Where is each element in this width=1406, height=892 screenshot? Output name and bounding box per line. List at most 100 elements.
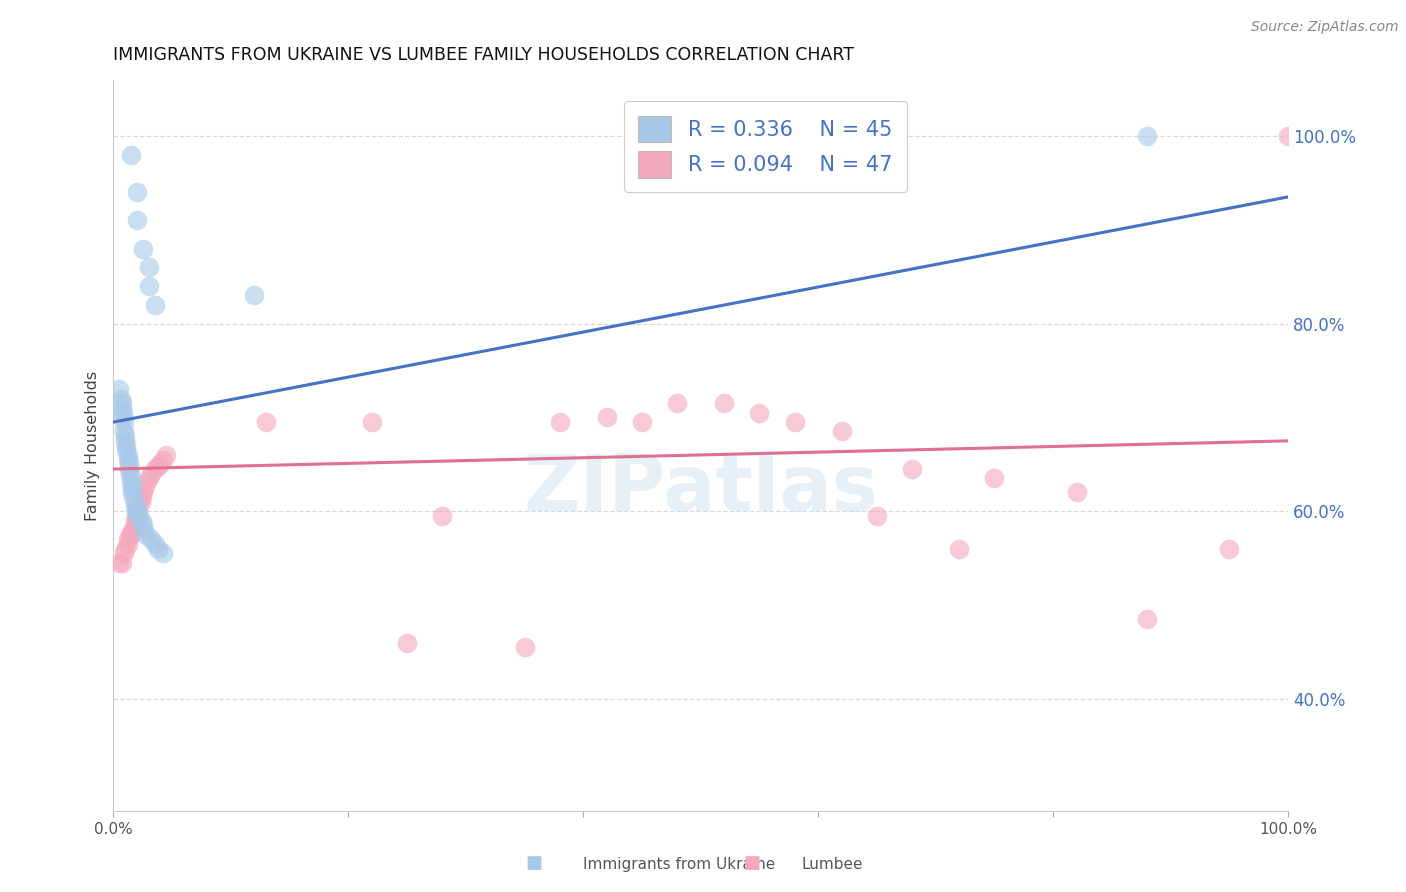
Text: ■: ■: [526, 855, 543, 872]
Point: [124, 500, 146, 514]
Point: [118, 467, 141, 481]
Point: [901, 462, 924, 476]
Point: [254, 415, 277, 429]
Point: [111, 396, 134, 410]
Point: [139, 533, 162, 547]
Point: [1218, 541, 1240, 556]
Point: [120, 527, 142, 541]
Point: [548, 415, 571, 429]
Text: Lumbee: Lumbee: [801, 857, 863, 872]
Point: [121, 523, 143, 537]
Point: [117, 448, 139, 462]
Y-axis label: Family Households: Family Households: [86, 370, 100, 521]
Point: [513, 640, 536, 655]
Text: Immigrants from Ukraine: Immigrants from Ukraine: [583, 857, 776, 872]
Point: [146, 459, 169, 474]
Point: [132, 523, 155, 537]
Point: [152, 452, 174, 467]
Point: [127, 508, 149, 523]
Point: [983, 471, 1005, 485]
Point: [132, 485, 155, 500]
Point: [128, 508, 150, 523]
Point: [143, 298, 166, 312]
Point: [111, 406, 134, 420]
Point: [396, 635, 419, 649]
Point: [124, 514, 146, 528]
Text: ■: ■: [744, 855, 761, 872]
Point: [125, 508, 148, 523]
Point: [432, 508, 454, 523]
Point: [243, 288, 266, 302]
Point: [118, 458, 141, 472]
Point: [631, 415, 654, 429]
Text: Source: ZipAtlas.com: Source: ZipAtlas.com: [1251, 20, 1399, 34]
Point: [135, 527, 157, 541]
Point: [121, 485, 143, 500]
Point: [131, 514, 153, 528]
Point: [748, 406, 770, 420]
Point: [112, 546, 135, 560]
Point: [127, 500, 149, 514]
Point: [138, 471, 160, 485]
Point: [120, 476, 142, 491]
Point: [360, 415, 382, 429]
Point: [149, 458, 172, 472]
Point: [152, 546, 174, 560]
Point: [146, 541, 169, 556]
Point: [122, 490, 145, 504]
Point: [866, 508, 889, 523]
Text: ZIPatlas: ZIPatlas: [523, 451, 879, 527]
Point: [110, 392, 132, 406]
Point: [596, 410, 619, 425]
Point: [132, 481, 155, 495]
Point: [124, 495, 146, 509]
Point: [132, 518, 155, 533]
Point: [121, 481, 143, 495]
Point: [112, 425, 135, 439]
Point: [831, 425, 853, 439]
Point: [111, 401, 134, 415]
Point: [114, 429, 136, 443]
Point: [118, 462, 141, 476]
Point: [111, 410, 134, 425]
Point: [135, 476, 157, 491]
Point: [1277, 128, 1299, 143]
Point: [108, 556, 131, 570]
Point: [783, 415, 806, 429]
Point: [111, 556, 134, 570]
Point: [124, 518, 146, 533]
Point: [713, 396, 735, 410]
Point: [125, 186, 148, 200]
Point: [114, 541, 136, 556]
Point: [108, 382, 131, 396]
Point: [115, 438, 138, 452]
Point: [112, 415, 135, 429]
Point: [125, 504, 148, 518]
Legend: R = 0.336    N = 45, R = 0.094    N = 47: R = 0.336 N = 45, R = 0.094 N = 47: [624, 101, 907, 192]
Point: [117, 537, 139, 551]
Point: [143, 462, 166, 476]
Point: [155, 448, 177, 462]
Point: [138, 260, 160, 275]
Point: [1066, 485, 1088, 500]
Point: [666, 396, 689, 410]
Point: [118, 527, 141, 541]
Point: [131, 490, 153, 504]
Point: [120, 147, 142, 161]
Point: [125, 213, 148, 227]
Point: [948, 541, 970, 556]
Point: [117, 452, 139, 467]
Point: [138, 279, 160, 293]
Point: [1136, 612, 1159, 626]
Point: [1136, 128, 1159, 143]
Point: [114, 434, 136, 448]
Point: [125, 504, 148, 518]
Point: [132, 242, 155, 256]
Point: [125, 504, 148, 518]
Point: [129, 495, 152, 509]
Text: IMMIGRANTS FROM UKRAINE VS LUMBEE FAMILY HOUSEHOLDS CORRELATION CHART: IMMIGRANTS FROM UKRAINE VS LUMBEE FAMILY…: [114, 46, 855, 64]
Point: [115, 443, 138, 458]
Point: [117, 533, 139, 547]
Point: [143, 537, 166, 551]
Point: [139, 467, 162, 481]
